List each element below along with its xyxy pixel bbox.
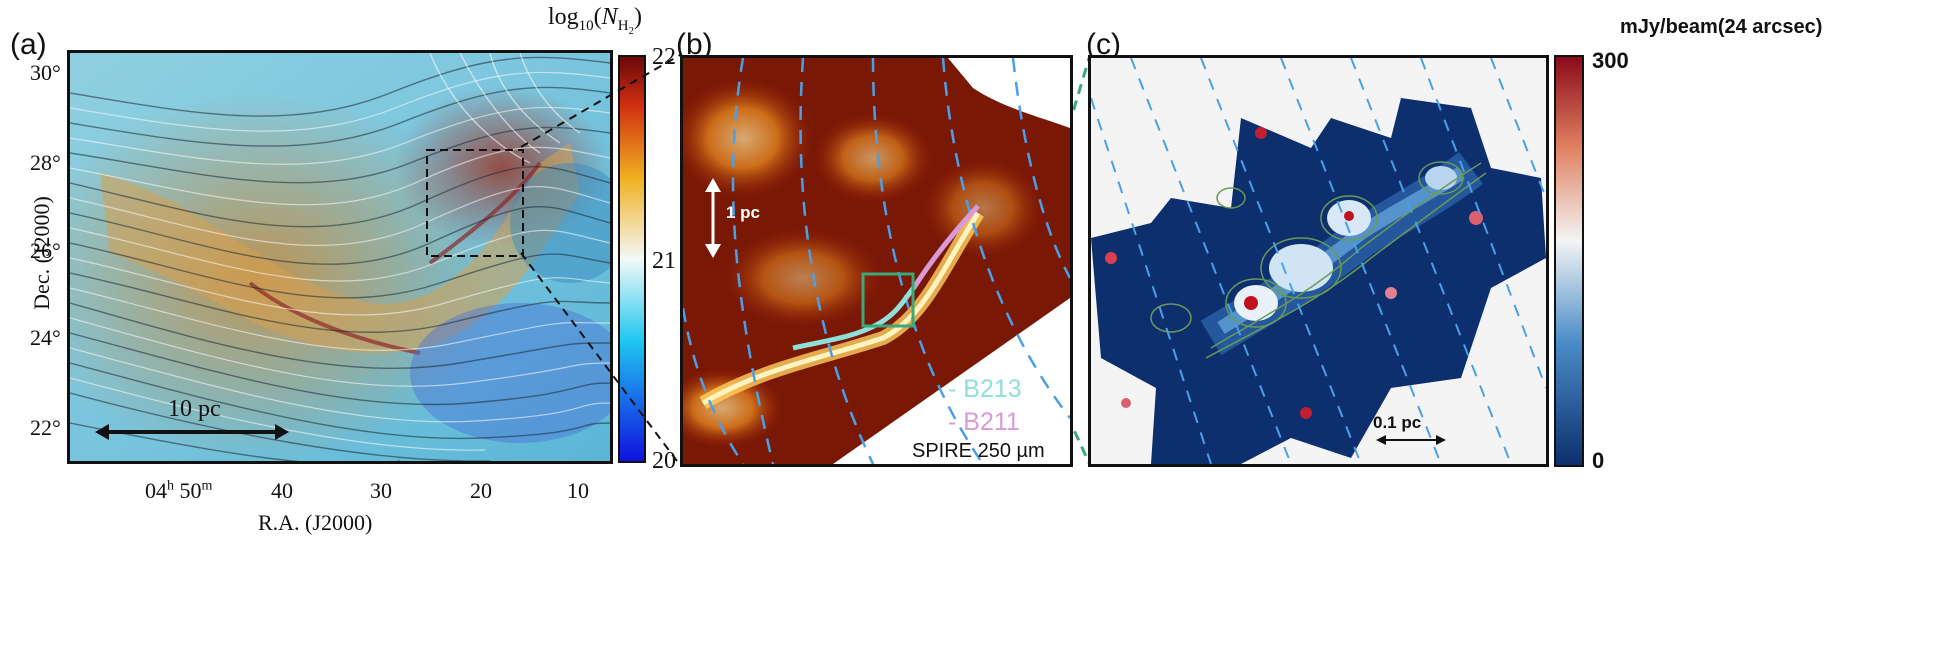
panel-a-label: (a): [10, 28, 47, 61]
panel-b-scalebar-label: 1 pc: [726, 203, 761, 222]
panel-a-ytick-22: 22°: [30, 415, 61, 440]
panel-c-cb-tick-300: 300: [1592, 48, 1629, 73]
panel-c-map: [1088, 55, 1549, 467]
panel-a-map: [67, 50, 613, 464]
panel-c-colorbar: [1554, 55, 1584, 467]
panel-a-xtick-30: 30: [370, 478, 392, 503]
panel-a-cb-tick-21: 21: [652, 248, 676, 274]
panel-b-map: [680, 55, 1073, 467]
panel-a-xlabel: R.A. (J2000): [258, 510, 373, 535]
panel-a-ytick-26: 26°: [30, 238, 61, 263]
panel-a-colorbar: [618, 55, 646, 463]
panel-a-xtick-10: 10: [567, 478, 589, 503]
panel-a-streamline-map: [70, 53, 610, 461]
panel-a-cb-tick-22: 22: [652, 44, 676, 70]
panel-c-scalebar-label: 0.1 pc: [1373, 413, 1422, 432]
panel-b-legend-b211: - B211: [948, 408, 1020, 436]
panel-c-colorbar-title: mJy/beam(24 arcsec): [1620, 16, 1823, 38]
panel-c-intensity-map: [1091, 58, 1546, 464]
panel-a-colorbar-title: log10(NH2): [548, 4, 643, 37]
panel-a-ytick-28: 28°: [30, 150, 61, 175]
panel-a-xtick-20: 20: [470, 478, 492, 503]
panel-a-xtick-0450: 04h 50m: [145, 478, 213, 503]
panel-c-cb-tick-0: 0: [1592, 448, 1605, 473]
panel-b-spire-map: [683, 58, 1070, 464]
panel-a-scalebar-arrow: [95, 424, 289, 440]
panel-a-xtick-40: 40: [271, 478, 293, 503]
panel-b-caption: SPIRE 250 µm: [912, 440, 1045, 462]
panel-a-cb-tick-20: 20: [652, 448, 676, 474]
panel-b-legend-b213: - B213: [948, 375, 1022, 403]
panel-a-scalebar-label: 10 pc: [168, 396, 221, 422]
panel-a-ytick-30: 30°: [30, 60, 61, 85]
panel-a-ytick-24: 24°: [30, 325, 61, 350]
